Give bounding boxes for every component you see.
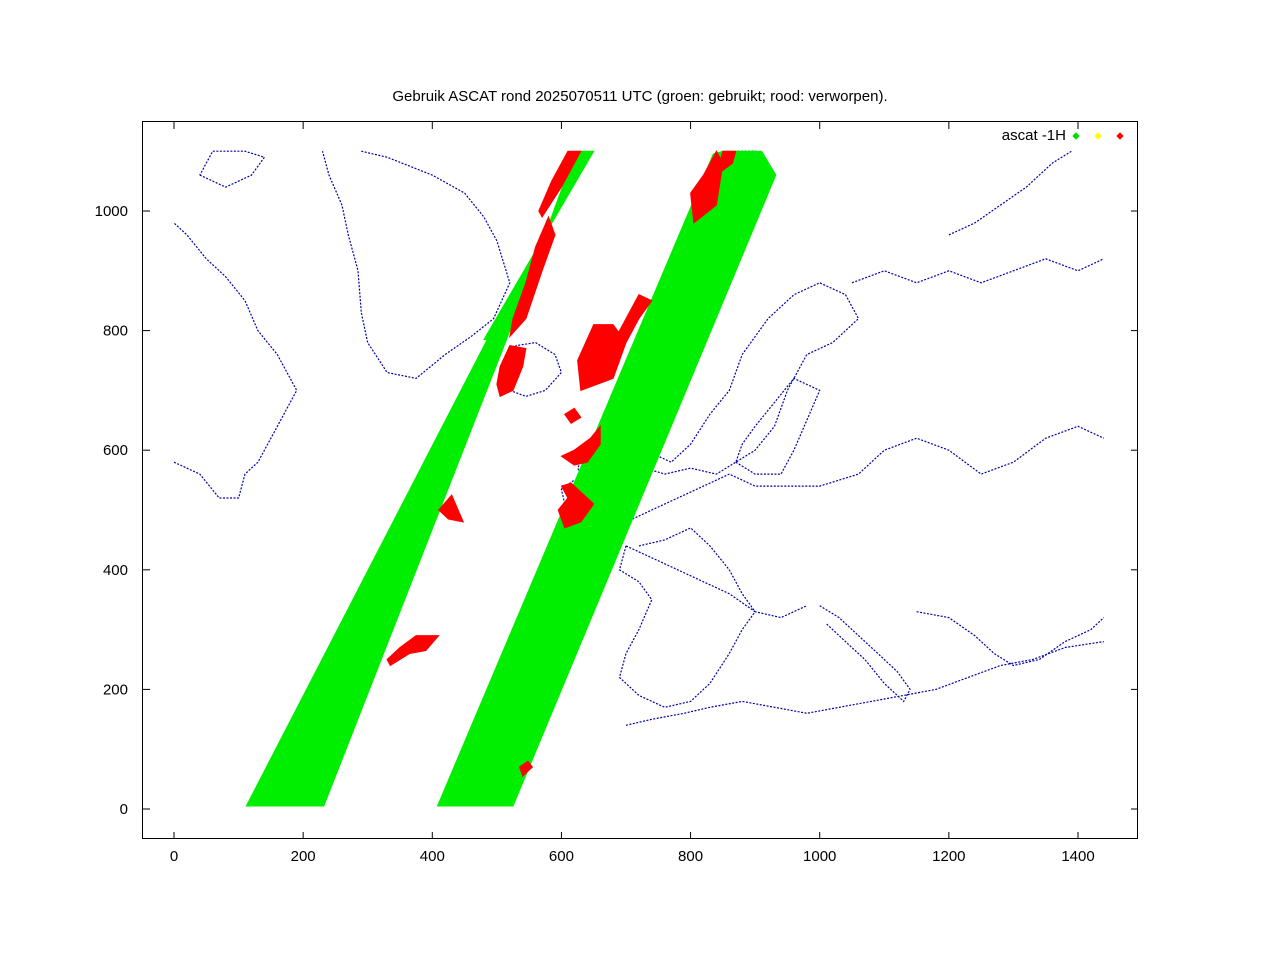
legend-markers: [1072, 132, 1124, 140]
x-tick-label: 200: [291, 848, 316, 865]
coastline-italy: [819, 605, 911, 703]
rejected-atlantic-250: [386, 635, 440, 667]
rejected-iceland: [496, 345, 527, 398]
x-tick-label: 1000: [803, 848, 836, 865]
rejected-svalbard-east: [715, 150, 737, 177]
used-swath-east: [436, 150, 777, 807]
x-tick-label: 1400: [1061, 848, 1094, 865]
coastline-greenland: [321, 150, 511, 380]
coastline-novaya-zemlya: [948, 150, 1072, 236]
y-tick-label: 1000: [95, 203, 128, 220]
legend-label: ascat -1H: [1002, 127, 1066, 144]
coastline-balkans: [916, 611, 1105, 667]
x-tick-label: 400: [420, 848, 445, 865]
rejected-atlantic-500: [438, 494, 465, 523]
x-tick-label: 800: [678, 848, 703, 865]
y-tick-label: 200: [103, 681, 128, 698]
rejected-layer: [386, 150, 737, 777]
coastline-baltic: [735, 377, 821, 475]
rejected-ireland-coast: [557, 482, 595, 529]
legend-marker: [1072, 132, 1080, 140]
x-tick-label: 0: [170, 848, 178, 865]
y-tick-label: 0: [120, 801, 128, 818]
y-tick-label: 600: [103, 442, 128, 459]
plot-frame: [142, 121, 1138, 839]
rejected-greenland-se: [508, 215, 556, 339]
rejected-atlantic-70: [518, 760, 534, 777]
swath-layer: [245, 150, 777, 807]
coastline-russia-arctic: [851, 258, 1105, 284]
coastline-north-africa: [625, 641, 1104, 726]
x-tick-label: 600: [549, 848, 574, 865]
rejected-norway-sea: [577, 324, 627, 392]
legend: ascat -1H: [1002, 127, 1124, 144]
rejected-scotland-coast: [560, 424, 601, 466]
rejected-svalbard-west: [690, 150, 724, 224]
axis-ticks: 0 200 400 600 800 1000 1200 1400 0 200 400 600 800 10…: [95, 122, 1138, 865]
x-tick-label: 1200: [932, 848, 965, 865]
coastline-scandinavia: [625, 282, 860, 475]
chart-title: Gebruik ASCAT rond 2025070511 UTC (groen…: [392, 88, 888, 105]
coastline-iberia: [618, 545, 756, 708]
coastline-continent: [625, 425, 1105, 523]
y-tick-label: 400: [103, 562, 128, 579]
legend-marker: [1116, 132, 1124, 140]
y-tick-label: 800: [103, 323, 128, 340]
rejected-faroe: [563, 407, 582, 424]
coastline-france: [638, 527, 808, 619]
rejected-greenland-ne: [538, 150, 582, 218]
legend-marker: [1094, 132, 1102, 140]
coastline-canada: [173, 222, 298, 499]
coastline-baffin: [199, 150, 266, 188]
rejected-norway-coast: [615, 294, 653, 356]
